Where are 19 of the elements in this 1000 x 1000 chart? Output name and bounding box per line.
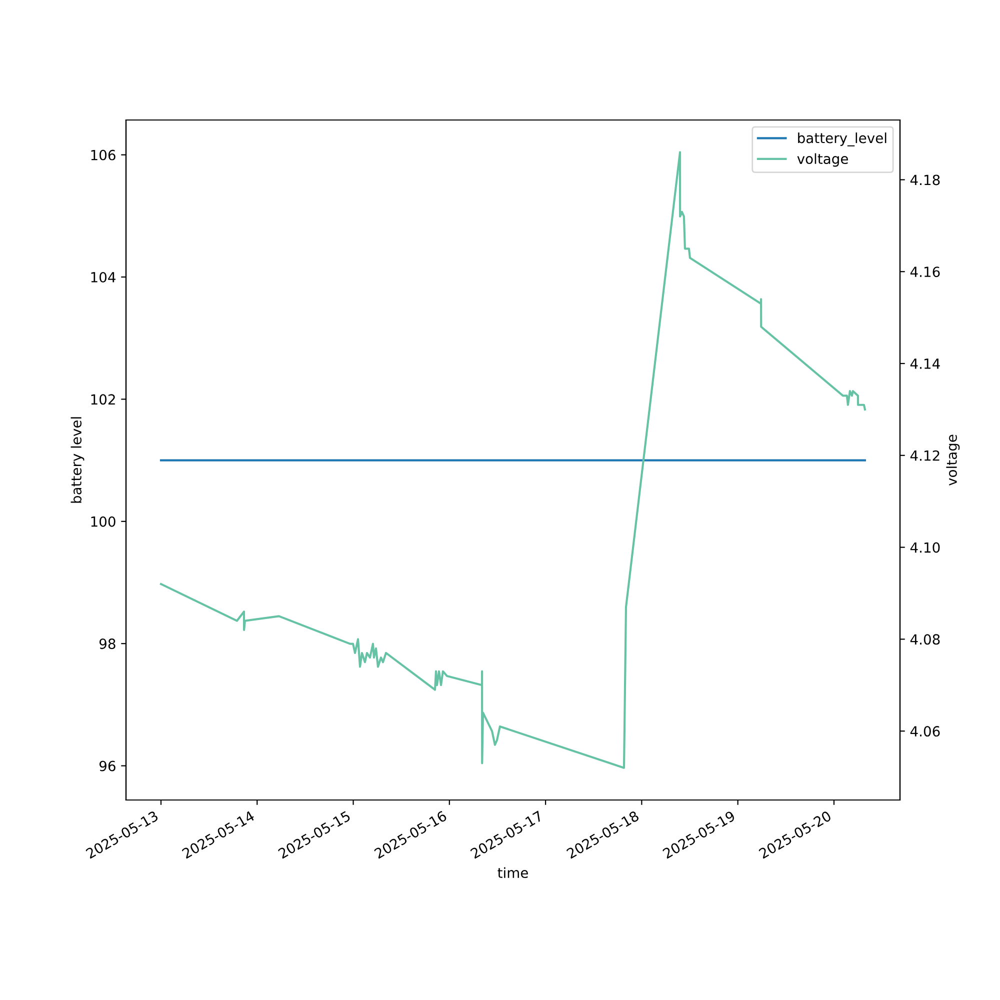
y2-tick-label: 4.12 [910,450,940,461]
legend-label: voltage [797,153,848,167]
y-tick-label: 98 [99,638,116,650]
y-tick-label: 106 [91,150,116,160]
y2-tick-label: 4.10 [910,542,940,553]
y-tick-label: 100 [91,516,116,527]
y-tick-label: 104 [91,272,116,282]
x-axis-title: time [498,867,528,878]
y2-tick-label: 4.18 [910,174,940,186]
y2-axis-title: voltage [946,434,960,486]
line-series [160,151,866,769]
y-axis-title: battery level [70,417,84,503]
y-tick-label: 96 [99,760,116,772]
y2-tick-label: 4.06 [910,726,940,737]
y2-tick-label: 4.08 [910,634,940,645]
y-tick-label: 102 [91,394,115,405]
y2-tick-label: 4.16 [910,266,940,278]
y2-tick-label: 4.14 [910,358,940,369]
legend-label: battery_level [798,132,886,146]
